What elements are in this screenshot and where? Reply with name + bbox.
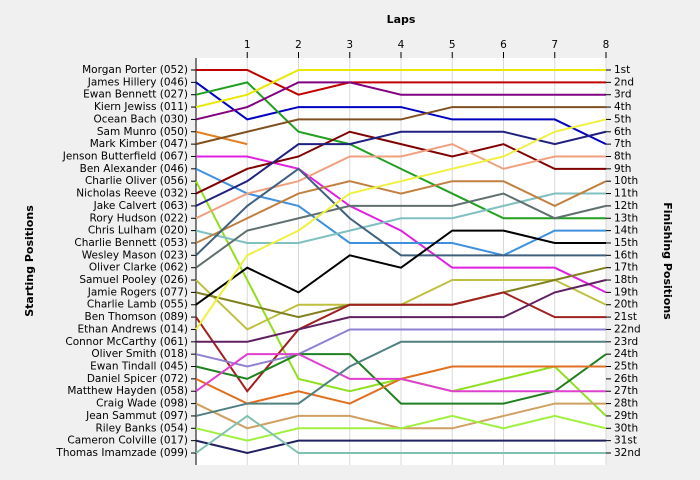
y2-tick-label: 16th bbox=[614, 249, 638, 261]
series-label: Jake Calvert (063) bbox=[93, 200, 188, 212]
y2-tick-label: 17th bbox=[614, 262, 638, 274]
series-label: Rory Hudson (022) bbox=[90, 212, 188, 224]
y2-tick-label: 24th bbox=[614, 348, 638, 360]
y2-tick-label: 12th bbox=[614, 200, 638, 212]
series-line bbox=[195, 69, 606, 109]
series-line bbox=[196, 155, 607, 294]
y2-tick-label: 19th bbox=[614, 286, 638, 298]
y2-tick-label: 9th bbox=[614, 163, 631, 175]
series-label: Jamie Rogers (077) bbox=[87, 286, 188, 298]
y2-tick-label: 31st bbox=[614, 435, 637, 447]
y2-tick-label: 18th bbox=[614, 274, 638, 286]
y2-tick-label: 8th bbox=[614, 150, 631, 162]
series-label: Chris Lulham (020) bbox=[88, 225, 188, 237]
series-label: Daniel Spicer (072) bbox=[87, 373, 188, 385]
series-label: Ben Alexander (046) bbox=[80, 163, 188, 175]
series-line bbox=[195, 340, 606, 417]
series-label: Ewan Bennett (027) bbox=[83, 89, 188, 101]
x-tick-label: 3 bbox=[346, 39, 353, 51]
chart-title: Laps bbox=[387, 13, 416, 26]
series-label: Ewan Tindall (045) bbox=[90, 361, 188, 373]
y2-tick-label: 21st bbox=[614, 311, 637, 323]
y2-tick-label: 13th bbox=[614, 212, 638, 224]
series-line bbox=[195, 106, 606, 146]
y2-tick-label: 30th bbox=[614, 422, 638, 434]
series-line bbox=[195, 81, 606, 121]
series-label: James Hillery (046) bbox=[87, 76, 188, 88]
y2-tick-label: 25th bbox=[614, 361, 638, 373]
series-label: Cameron Colville (017) bbox=[67, 435, 188, 447]
series-line bbox=[195, 414, 606, 454]
x-tick-label: 8 bbox=[603, 39, 610, 51]
series-label: Matthew Hayden (058) bbox=[67, 385, 188, 397]
y2-tick-label: 32nd bbox=[614, 447, 641, 459]
x-tick-label: 1 bbox=[244, 39, 251, 51]
series-line bbox=[195, 439, 606, 455]
series-label: Ocean Bach (030) bbox=[93, 113, 188, 125]
series-line bbox=[195, 353, 606, 393]
y2-tick-label: 2nd bbox=[614, 76, 634, 88]
series-label: Ben Thomson (089) bbox=[85, 311, 189, 323]
y2-tick-label: 5th bbox=[614, 113, 631, 125]
series-label: Sam Munro (050) bbox=[97, 126, 188, 138]
series-label: Nicholas Reeve (032) bbox=[76, 188, 188, 200]
x-tick-label: 7 bbox=[551, 39, 558, 51]
series-line bbox=[196, 69, 606, 96]
y2-tick-label: 20th bbox=[614, 299, 638, 311]
series-label: Charlie Bennett (053) bbox=[74, 237, 188, 249]
series-label: Wesley Mason (023) bbox=[82, 249, 188, 261]
series-line bbox=[195, 81, 607, 146]
y2-tick-label: 26th bbox=[614, 373, 638, 385]
y2-tick-label: 4th bbox=[614, 101, 631, 113]
series-label: Thomas Imamzade (099) bbox=[55, 447, 188, 459]
series-line bbox=[195, 414, 607, 442]
series-label: Craig Wade (098) bbox=[96, 398, 188, 410]
series-label: Kiern Jewiss (011) bbox=[94, 101, 188, 113]
series-line bbox=[196, 279, 607, 343]
y-axis-label: Starting Positions bbox=[23, 205, 36, 317]
y2-axis-label: Finishing Positions bbox=[661, 202, 674, 320]
series-label: Jean Sammut (097) bbox=[85, 410, 188, 422]
series-label: Oliver Clarke (062) bbox=[89, 262, 188, 274]
series-label: Charlie Oliver (056) bbox=[85, 175, 188, 187]
series-label: Charlie Lamb (055) bbox=[87, 299, 188, 311]
series-line bbox=[195, 118, 607, 331]
y2-tick-label: 14th bbox=[614, 225, 638, 237]
y2-tick-label: 11th bbox=[614, 188, 638, 200]
y2-tick-label: 6th bbox=[614, 126, 631, 138]
y2-tick-label: 27th bbox=[614, 385, 638, 397]
x-tick-label: 2 bbox=[295, 39, 302, 51]
series-line bbox=[195, 192, 607, 269]
series-line bbox=[195, 180, 607, 244]
series-label: Mark Kimber (047) bbox=[90, 138, 188, 150]
series-label: Ethan Andrews (014) bbox=[77, 323, 188, 335]
series-label: Morgan Porter (052) bbox=[82, 64, 188, 76]
y2-tick-label: 3rd bbox=[614, 89, 631, 101]
series-line bbox=[195, 143, 606, 220]
x-tick-label: 5 bbox=[449, 39, 456, 51]
series-label: Samuel Pooley (026) bbox=[79, 274, 188, 286]
y2-tick-label: 29th bbox=[614, 410, 638, 422]
y2-tick-label: 28th bbox=[614, 398, 638, 410]
y2-tick-label: 15th bbox=[614, 237, 638, 249]
y2-tick-label: 10th bbox=[614, 175, 638, 187]
series-label: Riley Banks (054) bbox=[95, 422, 188, 434]
y2-tick-label: 7th bbox=[614, 138, 631, 150]
y2-tick-label: 1st bbox=[614, 64, 630, 76]
series-line bbox=[195, 167, 606, 257]
y2-tick-label: 23rd bbox=[614, 336, 638, 348]
x-tick-label: 6 bbox=[500, 39, 507, 51]
series-line bbox=[195, 353, 607, 405]
series-line bbox=[195, 328, 606, 368]
x-tick-label: 4 bbox=[398, 39, 405, 51]
y2-tick-label: 22nd bbox=[614, 323, 641, 335]
series-label: Jenson Butterfield (067) bbox=[62, 150, 188, 162]
series-label: Connor McCarthy (061) bbox=[65, 336, 188, 348]
series-line bbox=[195, 229, 606, 306]
series-label: Oliver Smith (018) bbox=[91, 348, 188, 360]
